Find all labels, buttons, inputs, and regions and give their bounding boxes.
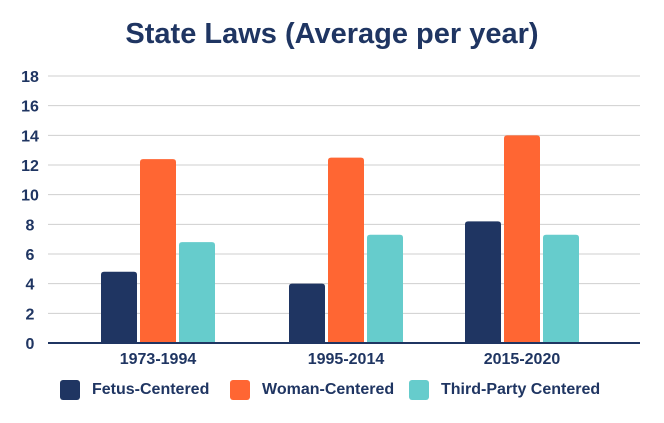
y-tick-label-12: 12 [21,158,39,175]
x-tick-label-1973-1994: 1973-1994 [120,351,197,368]
y-tick-label-14: 14 [21,128,39,145]
legend-item-third-party-centered: Third-Party Centered [409,376,600,404]
bar-woman-centered-1973-1994 [140,159,176,343]
chart-title: State Laws (Average per year) [125,18,539,50]
y-tick-label-6: 6 [26,247,35,264]
legend-label-woman-centered: Woman-Centered [262,381,395,398]
legend-swatch-woman-centered [230,380,250,400]
x-tick-label-2015-2020: 2015-2020 [484,351,561,368]
y-tick-label-4: 4 [26,277,35,294]
y-tick-label-16: 16 [21,99,39,116]
bar-fetus-centered-2015-2020 [465,221,501,343]
bar-fetus-centered-1995-2014 [289,283,325,343]
y-tick-label-8: 8 [26,217,35,234]
y-tick-label-10: 10 [21,188,39,205]
legend-label-third-party-centered: Third-Party Centered [441,381,601,398]
bar-third-party-centered-1973-1994 [179,242,215,343]
legend-swatch-fetus-centered [60,380,80,400]
bar-third-party-centered-1995-2014 [367,234,403,343]
legend-swatch-third-party-centered [409,380,429,400]
legend-item-fetus-centered: Fetus-Centered [60,376,209,404]
legend: Fetus-Centered Woman-Centered Third-Part… [0,376,664,404]
y-tick-label-18: 18 [21,69,39,86]
legend-label-fetus-centered: Fetus-Centered [92,381,210,398]
bar-woman-centered-2015-2020 [504,135,540,343]
legend-item-woman-centered: Woman-Centered [230,376,394,404]
y-tick-label-0: 0 [26,336,35,353]
bar-third-party-centered-2015-2020 [543,234,579,343]
bar-fetus-centered-1973-1994 [101,271,137,343]
y-tick-label-2: 2 [26,306,35,323]
x-tick-label-1995-2014: 1995-2014 [308,351,385,368]
bar-woman-centered-1995-2014 [328,157,364,343]
